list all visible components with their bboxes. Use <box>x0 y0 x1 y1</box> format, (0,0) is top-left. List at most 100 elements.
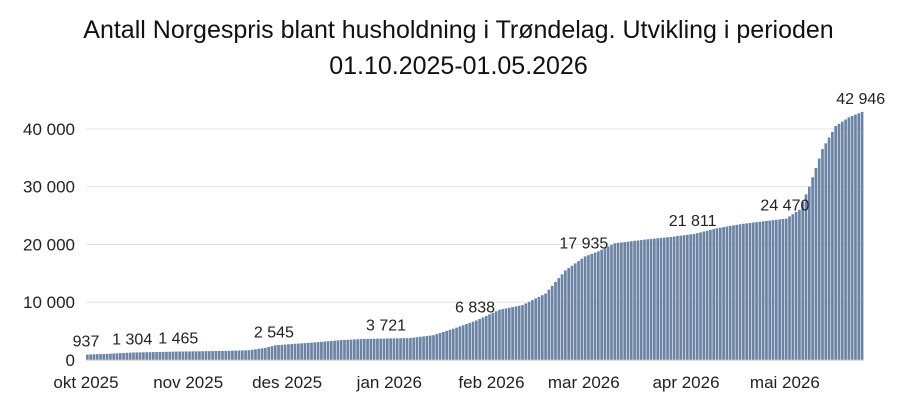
bar <box>514 306 518 360</box>
bar <box>418 336 422 360</box>
bar <box>742 223 745 360</box>
bar <box>405 338 409 360</box>
bar <box>620 242 623 360</box>
bar <box>573 263 577 360</box>
bar <box>198 351 201 360</box>
bar <box>521 305 524 360</box>
bar <box>507 307 511 360</box>
bar <box>649 238 653 360</box>
bar <box>306 342 310 360</box>
bar <box>840 121 844 360</box>
bar <box>366 338 369 360</box>
bar <box>728 225 732 360</box>
bar <box>99 354 102 360</box>
bar <box>389 338 392 360</box>
bar <box>409 338 412 360</box>
bar <box>115 353 119 360</box>
bar <box>685 234 689 360</box>
x-tick-label: apr 2026 <box>652 373 719 392</box>
bar <box>550 285 554 360</box>
bar <box>544 293 547 360</box>
bar <box>207 351 211 360</box>
data-label: 42 946 <box>836 91 885 108</box>
bar <box>626 241 630 360</box>
x-tick-label: des 2025 <box>252 373 322 392</box>
bar <box>860 111 864 361</box>
data-label: 3 721 <box>366 318 406 335</box>
bar <box>425 335 429 360</box>
bar <box>679 235 683 360</box>
bar <box>264 347 267 360</box>
bar <box>161 351 165 360</box>
bar <box>395 338 399 360</box>
bar <box>438 333 442 360</box>
bar <box>296 343 300 360</box>
bar <box>428 335 432 360</box>
bar <box>629 241 633 360</box>
bar <box>791 214 795 360</box>
bar <box>448 329 452 360</box>
bar <box>511 307 514 360</box>
bar <box>755 222 758 360</box>
bar <box>531 300 534 360</box>
y-tick-label: 30 000 <box>23 178 75 197</box>
x-tick-label: jan 2026 <box>356 373 422 392</box>
data-labels: 937 1 304 1 465 2 545 3 721 6 838 17 935 21 811… <box>73 91 886 351</box>
bar <box>801 202 805 360</box>
bar <box>702 231 706 360</box>
bar <box>811 177 814 360</box>
bar <box>224 350 228 360</box>
bar <box>125 352 129 360</box>
x-tick-label: mar 2026 <box>548 373 620 392</box>
bar <box>784 218 788 360</box>
bar <box>834 126 838 360</box>
bar <box>372 338 376 360</box>
bar <box>666 237 669 360</box>
bar <box>273 345 277 360</box>
bar <box>445 330 449 360</box>
bar <box>175 351 178 360</box>
bar <box>293 343 297 360</box>
bar <box>735 224 739 360</box>
bar <box>303 343 307 360</box>
bar <box>184 351 188 360</box>
bar <box>369 338 373 360</box>
bar <box>774 219 778 360</box>
bar <box>280 344 284 360</box>
bar <box>145 352 149 360</box>
bar <box>633 240 636 360</box>
bar <box>142 352 145 360</box>
bar <box>329 340 333 360</box>
bar <box>580 258 584 360</box>
bar <box>326 341 330 360</box>
bar <box>214 351 218 360</box>
data-label: 24 470 <box>760 198 809 215</box>
bar <box>590 253 594 360</box>
bar <box>491 312 495 360</box>
bar <box>794 211 798 360</box>
bar <box>92 354 96 360</box>
bar <box>656 238 660 360</box>
bar <box>847 117 851 360</box>
bar <box>484 315 488 360</box>
bar <box>501 309 505 360</box>
bar <box>138 352 142 360</box>
bar <box>353 339 356 360</box>
bar <box>712 229 716 360</box>
bar <box>692 233 696 360</box>
bar <box>240 350 244 360</box>
bar <box>570 265 574 360</box>
bar <box>221 350 224 360</box>
bar <box>310 342 313 360</box>
bar <box>689 234 692 360</box>
bar <box>517 305 521 360</box>
bar <box>359 339 363 360</box>
bar <box>465 324 468 360</box>
bar <box>817 158 821 360</box>
bar <box>837 123 841 360</box>
bar <box>610 244 613 360</box>
bar <box>422 336 425 360</box>
bar <box>217 350 221 360</box>
bar <box>682 235 686 360</box>
